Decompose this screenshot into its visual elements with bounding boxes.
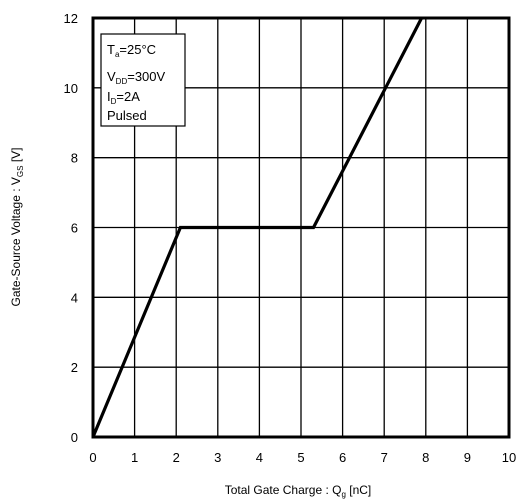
y-tick-label: 10	[64, 81, 78, 96]
conditions-box: Ta=25°C VDD=300V ID=2A Pulsed	[100, 33, 186, 127]
x-tick-label: 1	[131, 450, 138, 465]
x-tick-label: 2	[173, 450, 180, 465]
x-tick-label: 10	[502, 450, 516, 465]
y-tick-label: 8	[71, 151, 78, 166]
x-tick-label: 9	[464, 450, 471, 465]
x-tick-label: 5	[297, 450, 304, 465]
y-tick-label: 2	[71, 360, 78, 375]
x-axis-label: Total Gate Charge : Qg [nC]	[225, 483, 372, 499]
condition-vdd: VDD=300V	[107, 69, 166, 86]
condition-mode: Pulsed	[107, 108, 147, 123]
x-tick-label: 3	[214, 450, 221, 465]
y-tick-label: 0	[71, 430, 78, 445]
condition-id: ID=2A	[107, 89, 140, 106]
x-tick-label: 4	[256, 450, 263, 465]
x-tick-labels: 0 1 2 3 4 5 6 7 8 9 10	[89, 450, 516, 465]
x-tick-label: 0	[89, 450, 96, 465]
series-line-0	[91, 17, 424, 438]
x-tick-label: 7	[381, 450, 388, 465]
conditions-box-frame	[100, 33, 186, 127]
x-tick-label: 8	[422, 450, 429, 465]
y-tick-labels: 0 2 4 6 8 10 12	[64, 11, 78, 445]
y-tick-label: 4	[71, 290, 78, 305]
plot-frame	[91, 16, 511, 439]
condition-ta: Ta=25°C	[107, 42, 156, 59]
y-tick-label: 12	[64, 11, 78, 26]
x-tick-label: 6	[339, 450, 346, 465]
y-axis-label: Gate-Source Voltage : VGS [V]	[9, 148, 25, 307]
series-group	[91, 17, 424, 438]
y-tick-label: 6	[71, 221, 78, 236]
